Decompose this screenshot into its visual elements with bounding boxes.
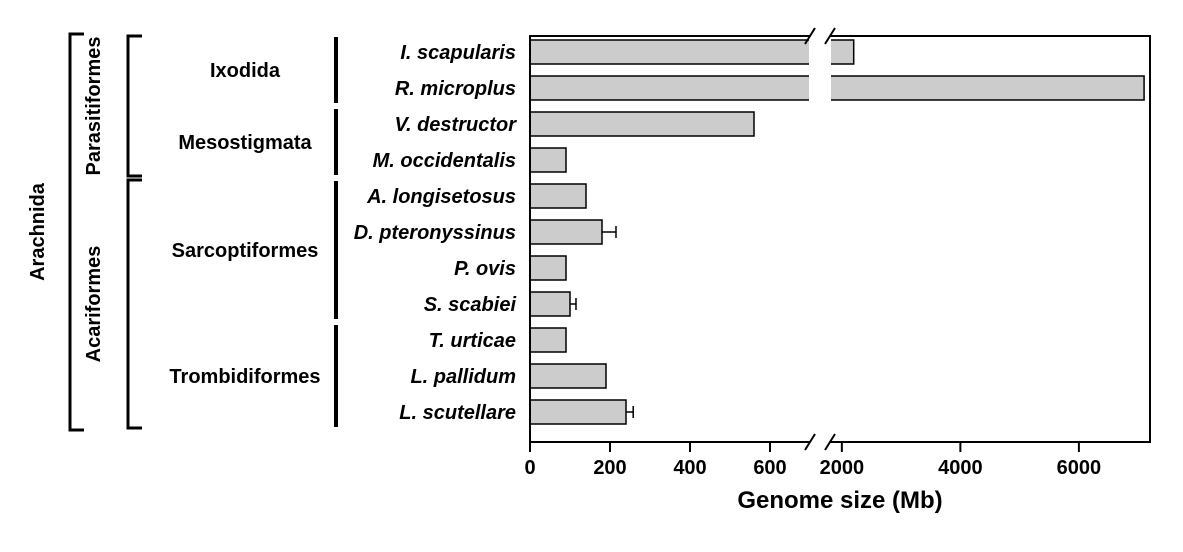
group-label: Sarcoptiformes	[172, 240, 319, 262]
bar	[530, 220, 602, 244]
species-label: R. microplus	[395, 78, 516, 100]
x-tick-label: 600	[753, 457, 786, 479]
group-label: Ixodida	[210, 60, 281, 82]
bar	[530, 400, 626, 424]
bar-break-mask-l	[809, 39, 812, 65]
bar-seg2	[830, 40, 854, 64]
class-label: Arachnida	[27, 182, 49, 281]
group-label: Trombidiformes	[169, 366, 320, 388]
chart-svg: I. scapularis R. microplus V. destructor M.…	[20, 20, 1163, 532]
bar	[530, 112, 754, 136]
bar	[530, 292, 570, 316]
group-label: Mesostigmata	[178, 132, 312, 154]
bar	[530, 256, 566, 280]
x-tick-label: 4000	[938, 457, 983, 479]
species-label: D. pteronyssinus	[354, 222, 516, 244]
species-label: V. destructor	[394, 114, 517, 136]
bar-break-mask-r	[828, 39, 831, 65]
bar	[530, 328, 566, 352]
class-bracket	[70, 34, 84, 430]
bar-seg2	[830, 76, 1144, 100]
bar-break-mask-r	[828, 75, 831, 101]
bar	[530, 364, 606, 388]
x-tick-label: 2000	[820, 457, 865, 479]
superorder-bracket	[128, 36, 142, 176]
bar-seg1	[530, 76, 810, 100]
species-label: M. occidentalis	[373, 150, 516, 172]
superorder-label: Acariformes	[83, 246, 105, 363]
x-tick-label: 6000	[1057, 457, 1102, 479]
species-label: L. pallidum	[410, 366, 516, 388]
x-axis-title: Genome size (Mb)	[737, 487, 942, 514]
species-label: T. urticae	[429, 330, 516, 352]
bar-seg1	[530, 40, 810, 64]
x-tick-label: 0	[524, 457, 535, 479]
species-label: L. scutellare	[399, 402, 516, 424]
superorder-label: Parasitiformes	[83, 37, 105, 176]
superorder-bracket	[128, 180, 142, 428]
bar	[530, 184, 586, 208]
genome-size-chart: I. scapularis R. microplus V. destructor M.…	[20, 20, 1163, 532]
species-label: I. scapularis	[400, 42, 516, 64]
x-tick-label: 400	[673, 457, 706, 479]
species-label: S. scabiei	[424, 294, 517, 316]
species-label: A. longisetosus	[366, 186, 516, 208]
x-tick-label: 200	[593, 457, 626, 479]
bar	[530, 148, 566, 172]
species-label: P. ovis	[454, 258, 516, 280]
bar-break-mask-l	[809, 75, 812, 101]
